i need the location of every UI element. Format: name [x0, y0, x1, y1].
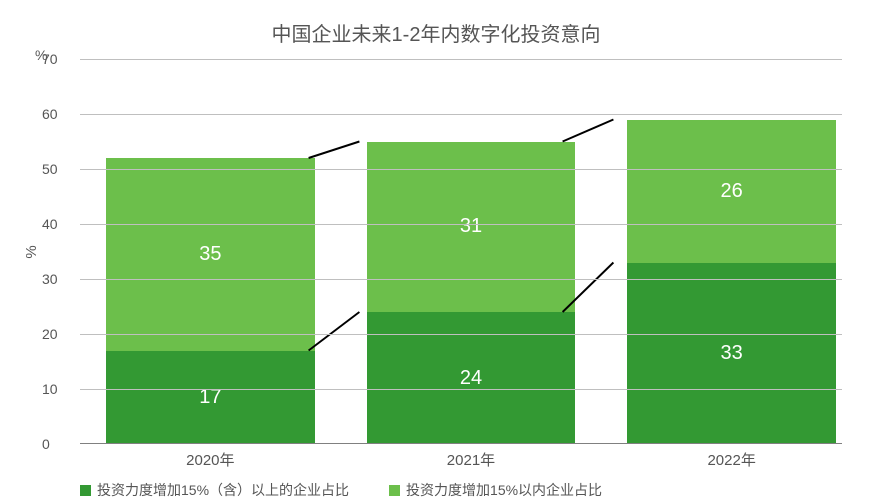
y-tick-label: 70: [42, 51, 58, 67]
gridline: [80, 169, 842, 170]
x-tick-label: 2022年: [707, 449, 755, 470]
y-tick-label: 20: [42, 326, 58, 342]
bar-segment: 17: [106, 351, 315, 445]
legend-label-1: 投资力度增加15%以内企业占比: [406, 480, 602, 500]
bar-segment: 26: [627, 120, 836, 263]
bar-segment: 31: [367, 142, 576, 313]
chart-title: 中国企业未来1-2年内数字化投资意向: [20, 18, 852, 47]
gridline: [80, 59, 842, 60]
bar-segment: 24: [367, 312, 576, 444]
y-tick-label: 40: [42, 216, 58, 232]
legend-label-0: 投资力度增加15%（含）以上的企业占比: [97, 480, 349, 500]
gridline: [80, 334, 842, 335]
x-axis-line: [80, 443, 842, 444]
y-tick-label: 50: [42, 161, 58, 177]
y-tick-label: 10: [42, 381, 58, 397]
gridline: [80, 279, 842, 280]
legend-item-0: 投资力度增加15%（含）以上的企业占比: [80, 480, 349, 500]
legend: 投资力度增加15%（含）以上的企业占比 投资力度增加15%以内企业占比: [80, 480, 852, 500]
bar-group: 17352020年: [106, 158, 315, 444]
bar-group: 24312021年: [367, 142, 576, 445]
y-tick-label: 0: [42, 436, 50, 452]
bars-layer: 17352020年24312021年33262022年: [80, 59, 842, 444]
y-tick-label: 30: [42, 271, 58, 287]
gridline: [80, 114, 842, 115]
y-tick-label: 60: [42, 106, 58, 122]
bar-segment: 35: [106, 158, 315, 351]
legend-swatch-1: [389, 485, 400, 496]
x-tick-label: 2020年: [186, 449, 234, 470]
legend-item-1: 投资力度增加15%以内企业占比: [389, 480, 602, 500]
gridline: [80, 389, 842, 390]
x-tick-label: 2021年: [447, 449, 495, 470]
bar-segment: 33: [627, 263, 836, 445]
gridline: [80, 224, 842, 225]
legend-swatch-0: [80, 485, 91, 496]
y-axis-label: %: [23, 245, 40, 258]
chart-container: 中国企业未来1-2年内数字化投资意向 % % 17352020年24312021…: [0, 0, 872, 500]
plot-area: % % 17352020年24312021年33262022年 01020304…: [80, 59, 842, 444]
